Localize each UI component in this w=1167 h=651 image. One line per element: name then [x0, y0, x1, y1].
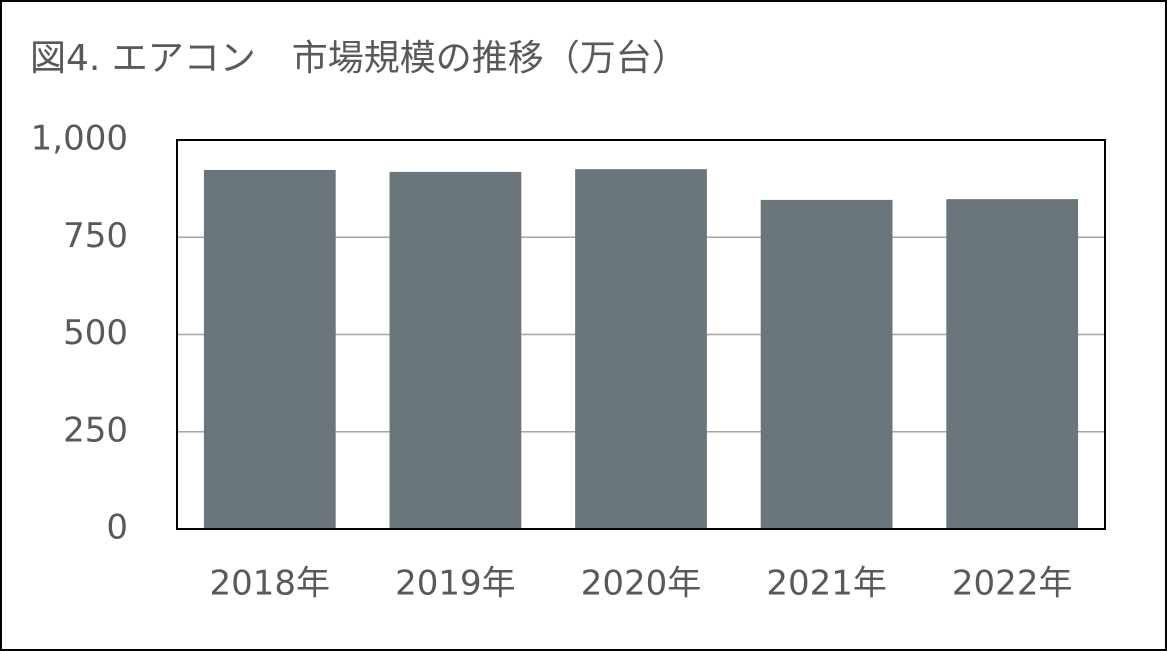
x-tick-label: 2019年 — [395, 564, 516, 604]
y-tick-label: 250 — [63, 410, 128, 450]
bar — [946, 199, 1079, 530]
y-tick-label: 1,000 — [31, 119, 128, 159]
bar — [203, 169, 336, 529]
x-tick-label: 2020年 — [581, 564, 702, 604]
x-tick-label: 2021年 — [766, 564, 887, 604]
x-tick-label: 2022年 — [952, 564, 1073, 604]
y-tick-label: 0 — [106, 508, 128, 548]
bar — [760, 199, 893, 529]
x-tick-label: 2018年 — [210, 564, 331, 604]
plot-border — [176, 139, 1106, 530]
bar — [389, 171, 522, 529]
y-tick-label: 750 — [63, 216, 128, 256]
bar — [575, 169, 707, 530]
y-tick-label: 500 — [63, 313, 128, 353]
chart-title: 図4. エアコン 市場規模の推移（万台） — [30, 38, 688, 79]
